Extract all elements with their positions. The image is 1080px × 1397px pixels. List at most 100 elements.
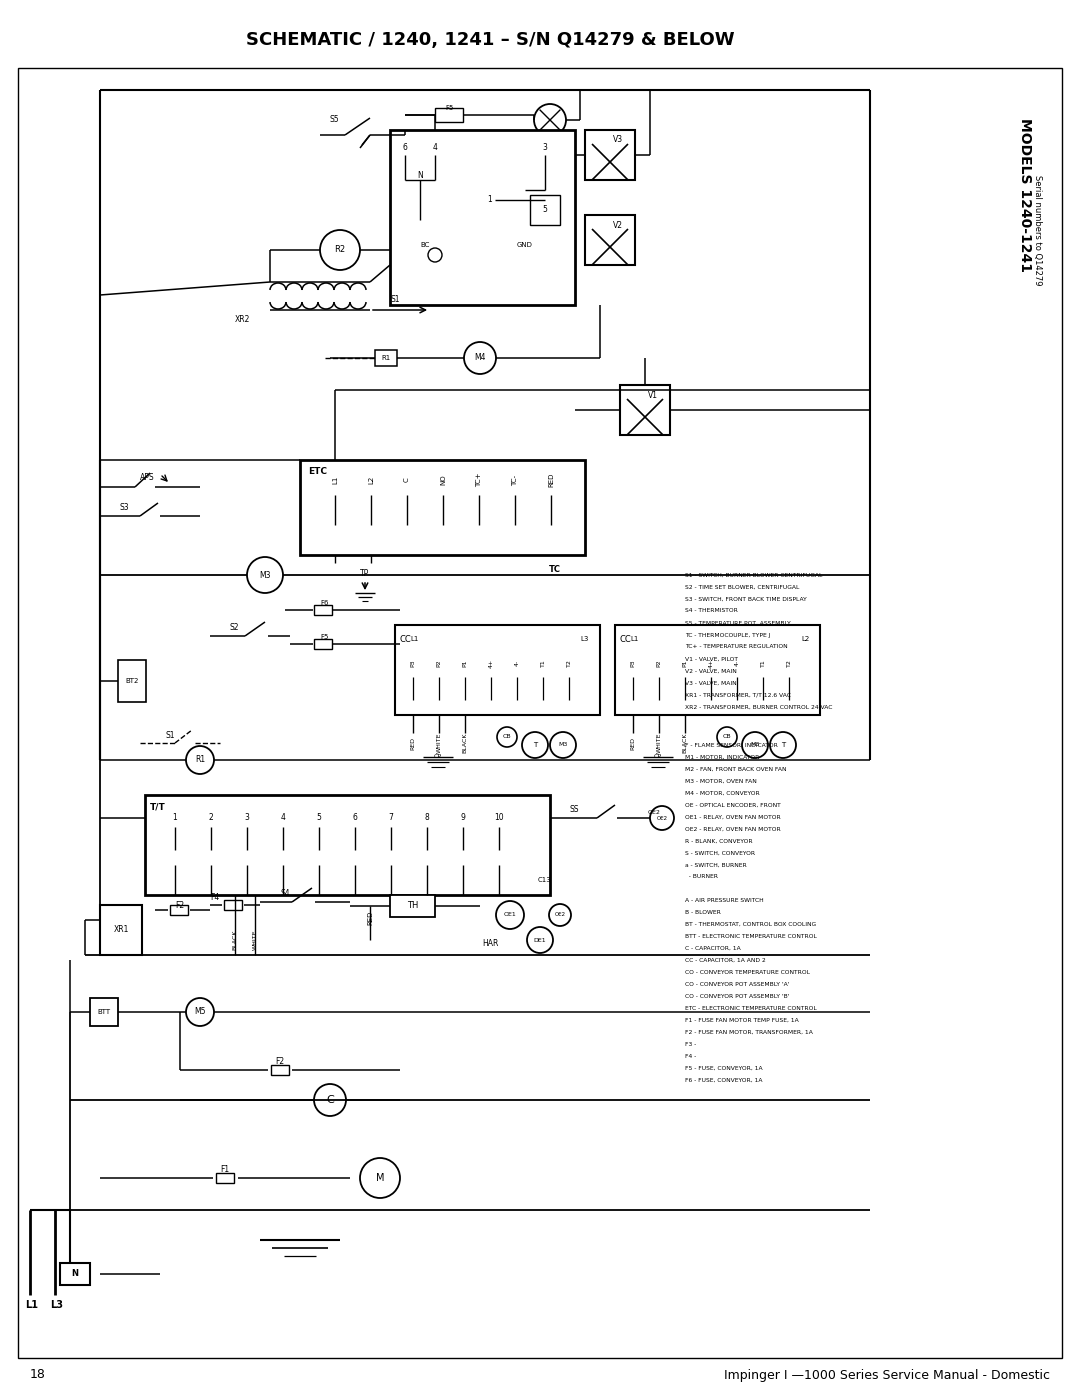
Text: M4: M4 — [474, 353, 486, 362]
Text: S - SWITCH, CONVEYOR: S - SWITCH, CONVEYOR — [685, 851, 755, 855]
Text: C13: C13 — [538, 877, 552, 883]
Text: BT2: BT2 — [125, 678, 138, 685]
Text: CP: CP — [654, 754, 662, 760]
Text: CO - CONVEYOR POT ASSEMBLY 'B': CO - CONVEYOR POT ASSEMBLY 'B' — [685, 993, 789, 999]
Text: TC-: TC- — [512, 475, 518, 486]
Text: F1 - FUSE FAN MOTOR TEMP FUSE, 1A: F1 - FUSE FAN MOTOR TEMP FUSE, 1A — [685, 1017, 799, 1023]
Text: ETC: ETC — [308, 468, 327, 476]
Text: SCHEMATIC / 1240, 1241 – S/N Q14279 & BELOW: SCHEMATIC / 1240, 1241 – S/N Q14279 & BE… — [245, 31, 734, 49]
Circle shape — [717, 726, 737, 747]
Text: S1: S1 — [390, 296, 400, 305]
Text: CC - CAPACITOR, 1A AND 2: CC - CAPACITOR, 1A AND 2 — [685, 957, 766, 963]
Text: M3: M3 — [558, 742, 568, 747]
Text: 4+: 4+ — [488, 658, 494, 668]
Text: 4-: 4- — [514, 659, 519, 666]
Bar — [615, 624, 820, 715]
Text: 4+: 4+ — [708, 658, 714, 668]
Text: V1 - VALVE, PILOT: V1 - VALVE, PILOT — [685, 657, 738, 662]
Text: S5 - TEMPERATURE POT, ASSEMBLY: S5 - TEMPERATURE POT, ASSEMBLY — [685, 620, 791, 626]
Text: S1: S1 — [165, 731, 175, 739]
Text: 3: 3 — [244, 813, 249, 821]
Text: S2 - TIME SET BLOWER, CENTRIFUGAL: S2 - TIME SET BLOWER, CENTRIFUGAL — [685, 584, 799, 590]
Text: OE2: OE2 — [554, 912, 566, 918]
Text: OE1 - RELAY, OVEN FAN MOTOR: OE1 - RELAY, OVEN FAN MOTOR — [685, 814, 781, 820]
Text: DE1: DE1 — [534, 937, 546, 943]
Text: P2: P2 — [436, 659, 442, 666]
Text: F2: F2 — [275, 1058, 284, 1066]
Text: L2: L2 — [368, 476, 374, 485]
Text: 1: 1 — [173, 813, 177, 821]
Circle shape — [650, 806, 674, 830]
Text: T/T: T/T — [150, 802, 165, 812]
Text: OE1: OE1 — [503, 912, 516, 918]
Text: F2 - FUSE FAN MOTOR, TRANSFORMER, 1A: F2 - FUSE FAN MOTOR, TRANSFORMER, 1A — [685, 1030, 813, 1035]
Text: TP: TP — [361, 569, 369, 577]
Text: P1: P1 — [462, 659, 468, 666]
Text: P1: P1 — [683, 659, 688, 666]
Text: BLACK: BLACK — [683, 733, 688, 753]
Text: 7: 7 — [389, 813, 393, 821]
Text: 4: 4 — [433, 144, 437, 152]
Circle shape — [186, 997, 214, 1025]
Text: S3 - SWITCH, FRONT BACK TIME DISPLAY: S3 - SWITCH, FRONT BACK TIME DISPLAY — [685, 597, 807, 602]
Text: WHITE: WHITE — [253, 930, 257, 950]
Text: M3: M3 — [259, 570, 271, 580]
Circle shape — [549, 904, 571, 926]
Text: OE2 - RELAY, OVEN FAN MOTOR: OE2 - RELAY, OVEN FAN MOTOR — [685, 827, 781, 831]
Bar — [395, 624, 600, 715]
Text: F1: F1 — [220, 1165, 230, 1175]
Bar — [530, 196, 561, 225]
Text: GND: GND — [517, 242, 532, 249]
Text: 8: 8 — [424, 813, 430, 821]
Circle shape — [496, 901, 524, 929]
Text: OE2: OE2 — [647, 809, 660, 814]
Text: T: T — [781, 742, 785, 747]
Circle shape — [314, 1084, 346, 1116]
Text: 9: 9 — [460, 813, 465, 821]
Text: V2: V2 — [613, 221, 623, 229]
Text: CB: CB — [723, 735, 731, 739]
Text: T: T — [532, 742, 537, 747]
Text: XR2: XR2 — [234, 316, 249, 324]
Bar — [100, 905, 141, 956]
Text: B - BLOWER: B - BLOWER — [685, 909, 720, 915]
Text: MODELS 1240-1241: MODELS 1240-1241 — [1018, 117, 1032, 272]
Text: OE - OPTICAL ENCODER, FRONT: OE - OPTICAL ENCODER, FRONT — [685, 802, 781, 807]
Text: L1: L1 — [410, 636, 418, 643]
Text: M3: M3 — [751, 742, 759, 747]
Text: 18: 18 — [30, 1369, 45, 1382]
Text: R1: R1 — [381, 355, 391, 360]
Bar — [90, 997, 118, 1025]
Text: 2: 2 — [208, 813, 214, 821]
Text: RED: RED — [548, 472, 554, 488]
Circle shape — [742, 732, 768, 759]
Text: N: N — [417, 170, 423, 179]
Text: 10: 10 — [495, 813, 503, 821]
Text: T1: T1 — [540, 659, 545, 666]
Text: L3: L3 — [581, 636, 590, 643]
Text: CO - CONVEYOR TEMPERATURE CONTROL: CO - CONVEYOR TEMPERATURE CONTROL — [685, 970, 810, 975]
Text: TH: TH — [407, 901, 419, 911]
Circle shape — [534, 103, 566, 136]
Text: L1: L1 — [332, 476, 338, 485]
Text: BC: BC — [420, 242, 430, 249]
Text: TC - THERMOCOUPLE, TYPE J: TC - THERMOCOUPLE, TYPE J — [685, 633, 770, 637]
Text: 5: 5 — [542, 205, 548, 215]
Text: L1: L1 — [630, 636, 638, 643]
Text: V3 - VALVE, MAIN: V3 - VALVE, MAIN — [685, 680, 737, 686]
Text: CC: CC — [400, 634, 411, 644]
Bar — [390, 130, 575, 305]
Bar — [390, 895, 435, 916]
Text: F6 - FUSE, CONVEYOR, 1A: F6 - FUSE, CONVEYOR, 1A — [685, 1077, 762, 1083]
Text: F4: F4 — [211, 894, 219, 902]
Bar — [300, 460, 585, 555]
Bar — [118, 659, 146, 703]
Text: F - FLAME SENSOR, INDICATOR: F - FLAME SENSOR, INDICATOR — [685, 742, 778, 747]
Text: C: C — [326, 1095, 334, 1105]
Text: 6: 6 — [403, 144, 407, 152]
Text: S5: S5 — [330, 116, 339, 124]
Text: F3 -: F3 - — [685, 1042, 697, 1046]
Text: Impinger I —1000 Series Service Manual - Domestic: Impinger I —1000 Series Service Manual -… — [724, 1369, 1050, 1382]
Text: WHITE: WHITE — [657, 733, 661, 753]
Text: 4-: 4- — [734, 659, 740, 666]
